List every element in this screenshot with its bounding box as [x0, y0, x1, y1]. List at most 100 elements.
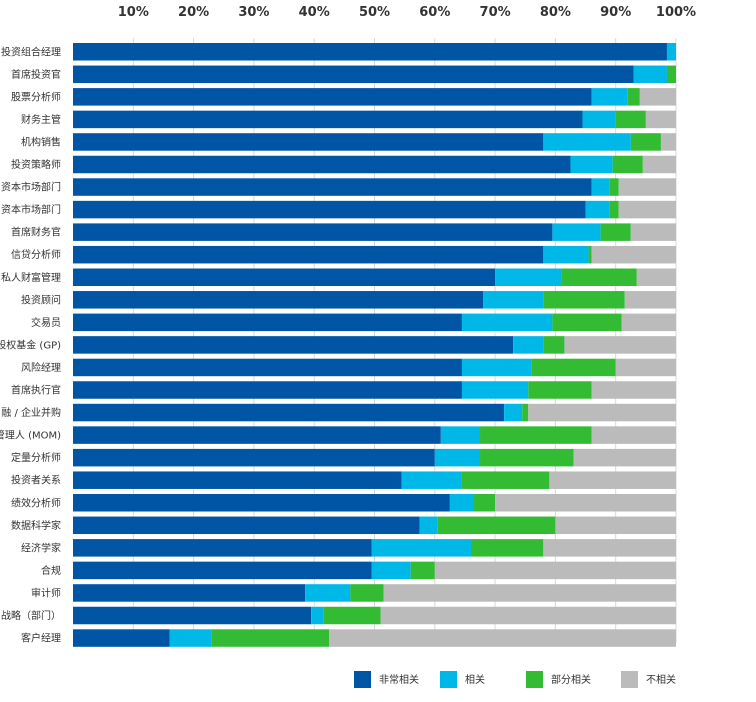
- x-tick-label: 90%: [600, 5, 631, 20]
- legend-label: 非常相关: [379, 673, 419, 686]
- category-label: 融 / 企业并购: [1, 406, 61, 419]
- bar-segment: [528, 403, 676, 422]
- category-label: 股票分析师: [11, 90, 61, 103]
- x-axis-ticks: 10% 20% 30% 40% 50% 60% 70% 80% 90% 100%: [118, 5, 696, 20]
- bar-segment: [522, 403, 529, 422]
- bar-segment: [639, 88, 676, 106]
- bar-segment: [73, 245, 544, 264]
- category-label: 首席执行官: [11, 384, 61, 397]
- bar-segment: [480, 448, 574, 467]
- bar-segment: [73, 381, 462, 399]
- bar-segment: [461, 381, 529, 399]
- legend-label: 不相关: [646, 673, 676, 686]
- legend-swatch: [440, 671, 457, 688]
- bar-segment: [642, 155, 676, 174]
- category-label: 审计师: [31, 586, 61, 599]
- category-label: 绩效分析师: [11, 496, 61, 509]
- bar-segment: [585, 200, 610, 219]
- legend-swatch: [354, 671, 371, 688]
- bar-segment: [618, 200, 676, 219]
- bar-segment: [591, 381, 676, 399]
- bar-segment: [495, 494, 676, 512]
- category-label: 投资组合经理: [1, 45, 61, 58]
- bar-segment: [504, 403, 523, 422]
- bar-segment: [570, 155, 613, 174]
- bar-segment: [624, 291, 676, 309]
- bar-segment: [169, 629, 212, 647]
- bar-segment: [618, 178, 676, 196]
- legend-swatch: [526, 671, 543, 688]
- category-labels: 投资组合经理首席投资官股票分析师财务主管机构销售投资策略师资本市场部门资本市场部…: [0, 45, 61, 644]
- category-label: 与战略（部门）: [0, 609, 61, 622]
- bar-segment: [73, 471, 402, 489]
- bar-segment: [552, 313, 622, 332]
- x-tick-label: 70%: [480, 5, 511, 20]
- bar-segment: [573, 448, 676, 467]
- bar-segment: [73, 133, 544, 151]
- bar-segment: [73, 88, 592, 106]
- bar-segment: [73, 336, 514, 354]
- x-tick-label: 50%: [359, 5, 390, 20]
- bar-segment: [627, 88, 640, 106]
- bar-segment: [543, 539, 676, 557]
- bar-segment: [73, 65, 634, 84]
- bar-segment: [543, 291, 625, 309]
- category-label: 投资策略师: [11, 158, 61, 171]
- bar-segment: [73, 606, 312, 625]
- bar-segment: [543, 245, 589, 264]
- category-label: 财务主管: [21, 113, 61, 126]
- bar-segment: [380, 606, 676, 625]
- x-tick-label: 20%: [178, 5, 209, 20]
- bar-segment: [473, 494, 496, 512]
- category-label: 私人财富管理: [1, 271, 61, 284]
- bar-segment: [561, 268, 637, 286]
- bar-segment: [591, 245, 676, 264]
- bar-segment: [73, 516, 420, 535]
- bar-segment: [615, 110, 646, 129]
- bar-segment: [434, 448, 481, 467]
- bar-segment: [461, 313, 553, 332]
- bar-segment: [73, 426, 441, 444]
- x-tick-label: 30%: [238, 5, 269, 20]
- bar-segment: [591, 426, 676, 444]
- category-label: 首席财务官: [11, 226, 61, 239]
- bar-segment: [630, 223, 676, 241]
- bar-segment: [483, 291, 544, 309]
- bar-segment: [633, 65, 667, 84]
- bar-segment: [495, 268, 562, 286]
- category-label: 股权基金 (GP): [0, 338, 61, 351]
- bar-segment: [600, 223, 631, 241]
- x-tick-label: 100%: [656, 5, 696, 20]
- bar-segment: [513, 336, 544, 354]
- bar-segment: [73, 43, 667, 61]
- bar-segment: [582, 110, 616, 129]
- bar-segment: [549, 471, 676, 489]
- bar-segment: [588, 245, 592, 264]
- x-tick-label: 40%: [299, 5, 330, 20]
- bar-segment: [73, 539, 372, 557]
- bar-segment: [615, 358, 676, 377]
- bar-segment: [383, 584, 676, 602]
- x-tick-label: 80%: [540, 5, 571, 20]
- bar-segment: [73, 200, 586, 219]
- category-label: 数据科学家: [11, 519, 61, 532]
- x-tick-label: 60%: [419, 5, 450, 20]
- legend-label: 部分相关: [551, 673, 591, 686]
- bar-segment: [73, 403, 505, 422]
- bar-segment: [305, 584, 351, 602]
- category-label: 管理人 (MOM): [0, 429, 61, 442]
- bar-segment: [73, 223, 553, 241]
- bar-segment: [419, 516, 438, 535]
- bar-segment: [660, 133, 676, 151]
- category-label: 首席投资官: [11, 68, 61, 81]
- bar-segment: [211, 629, 330, 647]
- bar-segment: [73, 629, 170, 647]
- category-label: 机构销售: [21, 135, 61, 148]
- bar-segment: [555, 516, 676, 535]
- bar-segment: [73, 561, 372, 580]
- bar-segment: [73, 358, 462, 377]
- bar-segment: [470, 539, 544, 557]
- bar-segment: [434, 561, 676, 580]
- category-label: 经济学家: [21, 541, 61, 554]
